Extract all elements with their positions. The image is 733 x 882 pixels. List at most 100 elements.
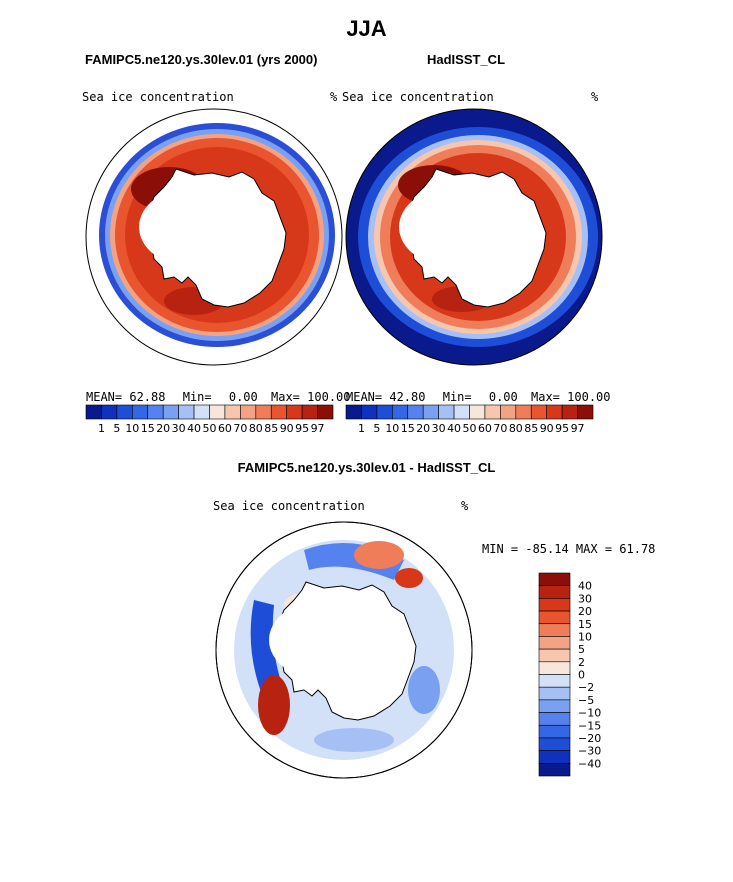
- difference-colorbar-swatch: [538, 661, 571, 675]
- difference-colorbar-tick-label: 10: [578, 630, 592, 643]
- left-colorbar-swatch: [193, 404, 210, 420]
- difference-colorbar-tick-label: 40: [578, 580, 592, 593]
- left-colorbar-tick-label: 95: [295, 422, 309, 435]
- right-colorbar-tick-label: 20: [416, 422, 430, 435]
- right-panel-title: HadISST_CL: [427, 52, 506, 67]
- right-colorbar-swatch: [407, 404, 424, 420]
- right-mean-label: MEAN=: [346, 390, 383, 404]
- right-colorbar-swatch: [422, 404, 439, 420]
- right-colorbar-tick-label: 85: [524, 422, 538, 435]
- left-colorbar-tick-label: 70: [233, 422, 247, 435]
- right-colorbar-swatch: [500, 404, 517, 420]
- difference-colorbar-swatch: [538, 763, 571, 777]
- right-min-label: Min=: [442, 390, 472, 404]
- left-colorbar-tick-label: 80: [249, 422, 263, 435]
- right-colorbar-tick-label: 1: [358, 422, 365, 435]
- left-colorbar-tick-label: 5: [113, 422, 120, 435]
- difference-colorbar-swatch: [538, 648, 571, 663]
- right-colorbar-swatch: [392, 404, 409, 420]
- difference-colorbar-swatch: [538, 674, 571, 688]
- left-max-value: 100.00: [307, 390, 351, 404]
- left-colorbar-swatch: [301, 404, 318, 420]
- right-colorbar-tick-label: 60: [478, 422, 492, 435]
- left-colorbar-swatch: [270, 404, 287, 420]
- difference-colorbar-swatch: [538, 724, 571, 739]
- difference-colorbar-swatch: [538, 686, 571, 701]
- difference-units-label: %: [461, 499, 469, 513]
- right-units-label: %: [591, 90, 599, 104]
- difference-colorbar-tick-label: −30: [578, 745, 601, 758]
- difference-colorbar-tick-label: −15: [578, 719, 601, 732]
- right-max-value: 100.00: [567, 390, 611, 404]
- difference-colorbar-tick-label: 20: [578, 605, 592, 618]
- left-colorbar-swatch: [101, 404, 118, 420]
- season-title: JJA: [346, 16, 387, 41]
- right-colorbar-swatch: [561, 404, 578, 420]
- left-variable-label: Sea ice concentration: [82, 90, 234, 104]
- difference-colorbar-tick-label: −40: [578, 757, 601, 770]
- left-colorbar-tick-label: 85: [264, 422, 278, 435]
- difference-colorbar-swatch: [538, 572, 571, 586]
- difference-colorbar-tick-label: 2: [578, 656, 585, 669]
- difference-colorbar-tick-label: 30: [578, 592, 592, 605]
- difference-colorbar-swatch: [538, 636, 571, 650]
- right-colorbar: 1 5 10 15 20 30 40 50 60 70 80 85 90 95 97: [345, 404, 594, 435]
- left-mean-value: 62.88: [129, 390, 166, 404]
- left-mean-label: MEAN=: [86, 390, 123, 404]
- left-colorbar-tick-label: 30: [172, 422, 186, 435]
- difference-colorbar-tick-label: −2: [578, 681, 594, 694]
- difference-colorbar-swatch: [538, 598, 571, 612]
- left-colorbar-swatch: [255, 404, 272, 420]
- difference-colorbar-tick-label: 0: [578, 669, 585, 682]
- right-colorbar-swatch: [453, 404, 470, 420]
- difference-colorbar-tick-label: −10: [578, 707, 601, 720]
- right-colorbar-tick-label: 40: [447, 422, 461, 435]
- right-colorbar-swatch: [577, 404, 594, 420]
- right-colorbar-tick-label: 97: [571, 422, 585, 435]
- right-colorbar-tick-label: 50: [463, 422, 477, 435]
- right-colorbar-tick-label: 5: [373, 422, 380, 435]
- left-colorbar-tick-label: 60: [218, 422, 232, 435]
- right-colorbar-tick-label: 30: [432, 422, 446, 435]
- right-colorbar-tick-label: 15: [401, 422, 415, 435]
- right-colorbar-swatch: [361, 404, 378, 420]
- left-colorbar-tick-label: 40: [187, 422, 201, 435]
- right-colorbar-swatch: [376, 404, 393, 420]
- right-colorbar-swatch: [438, 404, 455, 420]
- left-colorbar-swatch: [132, 404, 149, 420]
- left-colorbar-swatch: [178, 404, 195, 420]
- difference-minmax: MIN = -85.14 MAX = 61.78: [482, 542, 656, 556]
- right-colorbar-tick-label: 90: [540, 422, 554, 435]
- right-map: [345, 108, 603, 366]
- right-colorbar-tick-label: 80: [509, 422, 523, 435]
- right-max-label: Max=: [531, 390, 560, 404]
- left-colorbar-swatch: [116, 404, 133, 420]
- right-colorbar-tick-label: 95: [555, 422, 569, 435]
- right-min-value: 0.00: [488, 390, 518, 404]
- left-min-value: 0.00: [228, 390, 258, 404]
- right-colorbar-tick-label: 70: [493, 422, 507, 435]
- right-colorbar-swatch: [469, 404, 486, 420]
- right-mean-value: 42.80: [389, 390, 426, 404]
- left-max-label: Max=: [271, 390, 300, 404]
- left-stats: MEAN= 62.88 Min= 0.00 Max= 100.00: [86, 390, 351, 404]
- difference-title: FAMIPC5.ne120.ys.30lev.01 - HadISST_CL: [237, 460, 496, 475]
- left-panel-title: FAMIPC5.ne120.ys.30lev.01 (yrs 2000): [85, 52, 318, 67]
- left-colorbar-tick-label: 15: [141, 422, 155, 435]
- left-colorbar-swatch: [147, 404, 164, 420]
- left-colorbar: 1 5 10 15 20 30 40 50 60 70 80 85 90 95 97: [85, 404, 334, 435]
- left-units-label: %: [330, 90, 338, 104]
- difference-colorbar-swatch: [538, 699, 571, 713]
- difference-colorbar-swatch: [538, 737, 571, 751]
- left-colorbar-swatch: [317, 404, 334, 420]
- difference-colorbar-swatch: [538, 610, 571, 625]
- left-colorbar-swatch: [286, 404, 303, 420]
- difference-colorbar-tick-label: 15: [578, 618, 592, 631]
- left-colorbar-swatch: [240, 404, 257, 420]
- left-colorbar-tick-label: 50: [203, 422, 217, 435]
- left-colorbar-swatch: [224, 404, 241, 420]
- left-colorbar-swatch: [209, 404, 226, 420]
- right-stats: MEAN= 42.80 Min= 0.00 Max= 100.00: [346, 390, 611, 404]
